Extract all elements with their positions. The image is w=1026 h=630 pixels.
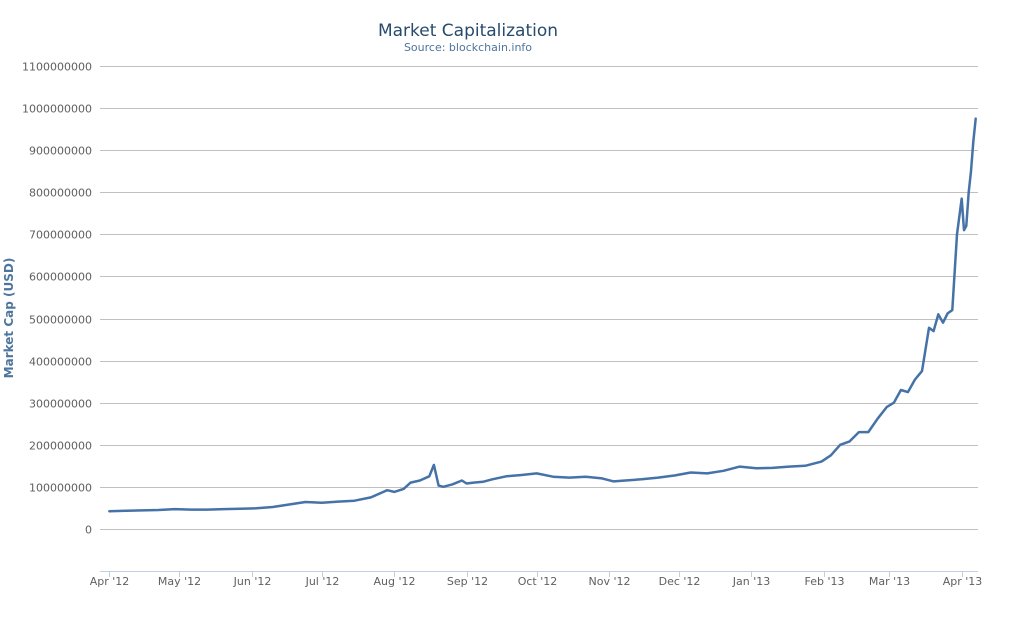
y-tick-label: 200000000: [29, 440, 92, 453]
y-tick-label: 100000000: [29, 482, 92, 495]
x-tick-label: Feb '13: [805, 575, 845, 588]
x-tick-label: Nov '12: [589, 575, 631, 588]
y-tick-label: 1000000000: [22, 103, 92, 116]
x-tick-label: May '12: [158, 575, 201, 588]
y-axis-title: Market Cap (USD): [2, 258, 16, 379]
x-tick-label: Apr '13: [943, 575, 983, 588]
grid: [100, 66, 978, 530]
y-tick-label: 1100000000: [22, 61, 92, 74]
chart-title: Market Capitalization: [378, 21, 558, 41]
x-tick-label: Apr '12: [90, 575, 130, 588]
y-tick-label: 800000000: [29, 187, 92, 200]
x-tick-label: Sep '12: [447, 575, 488, 588]
series-layer: [108, 117, 977, 513]
y-tick-label: 500000000: [29, 314, 92, 327]
x-tick-label: Aug '12: [374, 575, 416, 588]
x-tick-label: Jun '12: [233, 575, 272, 588]
y-tick-label: 900000000: [29, 145, 92, 158]
y-tick-label: 700000000: [29, 229, 92, 242]
chart-subtitle: Source: blockchain.info: [404, 41, 532, 54]
y-axis-ticks: 0 100000000 200000000 300000000 400000000 500…: [22, 61, 92, 537]
x-tick-label: Dec '12: [659, 575, 701, 588]
x-tick-label: Mar '13: [869, 575, 910, 588]
y-tick-label: 600000000: [29, 271, 92, 284]
y-tick-label: 0: [85, 524, 92, 537]
x-tick-label: Oct '12: [518, 575, 558, 588]
x-axis: Apr '12 May '12 Jun '12 Jul '12 Aug '12 Sep '…: [90, 571, 983, 588]
y-tick-label: 400000000: [29, 356, 92, 369]
x-tick-label: Jan '13: [732, 575, 770, 588]
x-tick-label: Jul '12: [305, 575, 340, 588]
market-cap-series-line: [108, 117, 977, 513]
y-tick-label: 300000000: [29, 398, 92, 411]
